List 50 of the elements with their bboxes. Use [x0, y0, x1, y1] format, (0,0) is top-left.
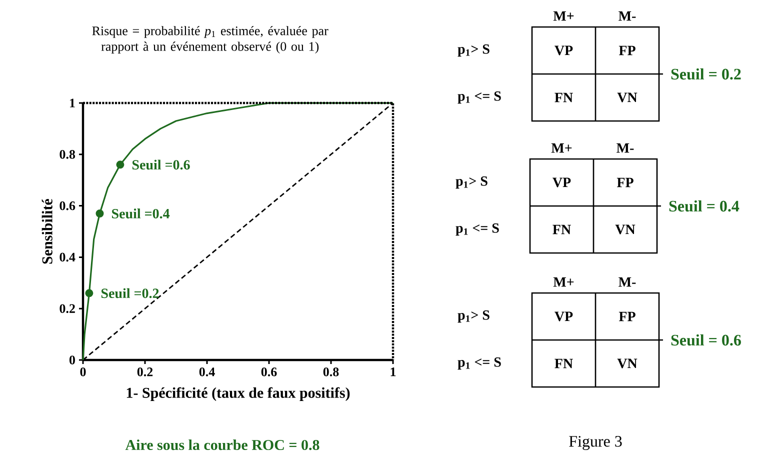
- y-tick-label: 1: [70, 98, 75, 108]
- text: VN: [615, 224, 636, 234]
- y-tick-label: 0.2: [60, 304, 75, 314]
- category-label: p$_{1}$> S: [456, 176, 488, 189]
- x-tick-label: 0.4: [199, 368, 215, 376]
- category-label: M-: [618, 277, 636, 287]
- text: VP: [552, 178, 571, 188]
- x-tick-label: 1: [390, 368, 396, 376]
- category-label: M-: [618, 11, 636, 21]
- text: Seuil = 0.2: [671, 68, 741, 80]
- y-tick-label: 0.8: [60, 150, 76, 159]
- category-label: M+: [551, 143, 572, 153]
- text: Aire sous la courbe ROC = 0.8: [125, 440, 320, 450]
- annotation: Seuil =0.4: [112, 208, 170, 218]
- x-tick-label: 0.6: [261, 368, 277, 376]
- text: Seuil = 0.4: [669, 200, 740, 212]
- text: FN: [554, 92, 573, 102]
- annotation: Seuil =0.6: [132, 160, 190, 170]
- text: FP: [616, 178, 634, 188]
- point: [96, 210, 104, 218]
- point: [116, 160, 124, 169]
- text: VP: [554, 46, 573, 56]
- text: VN: [617, 358, 638, 368]
- x-axis-title: 1- Spécificité (taux de faux positifs): [126, 387, 350, 401]
- text: FP: [618, 46, 636, 56]
- text: VP: [554, 312, 573, 322]
- y-tick-label: 0: [69, 356, 75, 364]
- caption: Figure 3: [569, 436, 622, 450]
- chart-title: Risque = probabilité p$_{1}$ estimée, évaluée par rapport à un événement observé (0 ou 1): [92, 26, 328, 54]
- x-tick-label: 0.8: [323, 368, 339, 376]
- category-label: p$_{1}$> S: [458, 310, 490, 323]
- category-label: p$_{1}$> S: [458, 44, 490, 57]
- text: FP: [618, 312, 636, 322]
- x-tick-label: 0: [80, 368, 86, 376]
- text: VN: [617, 92, 638, 102]
- text: FN: [552, 224, 571, 234]
- point: [85, 289, 94, 298]
- category-label: M-: [616, 143, 634, 153]
- category-label: p$_{1}$ <= S: [458, 357, 501, 370]
- y-tick-label: 0.4: [60, 252, 76, 262]
- text: Seuil = 0.6: [671, 334, 741, 346]
- x-tick-label: 0.2: [137, 368, 153, 376]
- category-label: M+: [553, 11, 574, 21]
- category-label: p$_{1}$ <= S: [458, 91, 501, 104]
- text: FN: [554, 358, 573, 368]
- annotation: Seuil =0.2: [101, 288, 159, 298]
- y-axis-title: Sensibilité: [42, 198, 52, 264]
- y-tick-label: 0.6: [60, 201, 76, 210]
- category-label: p$_{1}$ <= S: [456, 223, 499, 236]
- category-label: M+: [553, 277, 574, 287]
